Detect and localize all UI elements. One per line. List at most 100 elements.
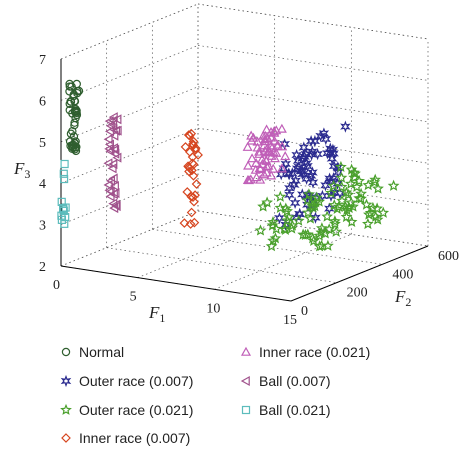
gridline-back-z xyxy=(60,210,199,267)
gridline-back-z xyxy=(60,3,199,60)
data-point xyxy=(371,213,384,225)
data-point xyxy=(103,134,113,145)
data-point xyxy=(284,181,295,195)
data-point xyxy=(312,147,323,161)
data-point xyxy=(254,224,267,236)
data-point xyxy=(276,123,287,133)
data-point xyxy=(109,130,119,141)
gridline-side-z xyxy=(197,86,429,123)
data-point xyxy=(60,159,69,169)
data-point xyxy=(251,172,262,182)
data-points xyxy=(57,79,400,252)
data-point xyxy=(185,219,196,229)
data-point xyxy=(313,229,326,241)
data-point xyxy=(189,217,200,228)
data-point xyxy=(328,159,340,173)
data-point xyxy=(243,160,254,170)
legend-marker xyxy=(60,374,72,388)
data-point xyxy=(272,139,283,149)
tick-labels: 2 3 4 5 6 7 0 5 10 15 0 200 400 600 xyxy=(39,53,459,328)
legend-marker xyxy=(240,346,252,356)
data-point xyxy=(242,174,253,184)
data-point xyxy=(331,202,344,214)
z-tick-label: 2 xyxy=(39,260,46,275)
data-point xyxy=(269,232,282,244)
data-point xyxy=(186,128,197,139)
data-point xyxy=(259,140,270,150)
data-point xyxy=(280,151,291,161)
data-point xyxy=(267,234,279,246)
data-point xyxy=(345,196,357,208)
data-point xyxy=(252,142,263,152)
data-point xyxy=(70,120,79,130)
data-point xyxy=(267,216,279,228)
data-point xyxy=(261,124,272,134)
data-point xyxy=(280,202,292,214)
data-point xyxy=(59,169,68,178)
gridline-top-back xyxy=(60,3,199,60)
data-point xyxy=(269,153,281,163)
data-point xyxy=(367,201,379,214)
data-point xyxy=(257,200,269,212)
data-point xyxy=(189,196,199,207)
data-point xyxy=(111,125,121,136)
data-point xyxy=(301,194,314,206)
data-point xyxy=(339,200,352,212)
gridline-floor-y xyxy=(106,247,337,284)
data-point xyxy=(319,227,332,239)
data-point xyxy=(329,217,341,229)
data-point xyxy=(324,202,335,215)
data-point xyxy=(292,214,305,226)
data-point xyxy=(342,201,355,213)
data-point xyxy=(306,232,319,244)
data-point xyxy=(345,215,358,227)
data-point xyxy=(340,186,353,198)
data-point xyxy=(325,189,337,203)
data-point xyxy=(103,158,113,169)
data-point xyxy=(71,146,81,156)
data-point xyxy=(274,211,285,225)
gridline-side-z xyxy=(197,169,429,205)
data-point xyxy=(274,190,287,202)
data-point xyxy=(340,120,351,133)
data-point xyxy=(256,154,268,164)
data-point xyxy=(111,199,121,210)
data-point xyxy=(71,142,81,152)
legend-label: Outer race (0.007) xyxy=(79,373,193,389)
data-point xyxy=(112,152,122,163)
data-point xyxy=(387,179,400,191)
data-point xyxy=(70,96,79,106)
data-point xyxy=(248,132,259,142)
data-point xyxy=(70,107,80,116)
z-tick-label: 4 xyxy=(39,177,46,192)
data-point xyxy=(261,161,272,171)
gridline-side-z xyxy=(197,3,429,40)
data-point xyxy=(355,192,367,204)
gridline-back-z xyxy=(60,127,199,184)
data-point xyxy=(276,163,287,173)
data-point xyxy=(335,160,347,172)
gridline-back-z xyxy=(60,45,199,101)
gridline-side-z xyxy=(197,127,429,164)
data-point xyxy=(190,190,200,201)
data-point xyxy=(292,154,304,167)
data-point xyxy=(184,130,195,141)
data-point xyxy=(369,210,382,222)
legend-label: Outer race (0.021) xyxy=(79,402,193,418)
legend-label: Normal xyxy=(79,344,124,360)
data-point xyxy=(345,163,358,175)
x-tick-label: 5 xyxy=(130,290,137,305)
data-point xyxy=(268,163,279,173)
data-point xyxy=(108,173,118,184)
data-point xyxy=(307,176,319,189)
y-tick-label: 0 xyxy=(301,304,308,319)
data-point xyxy=(310,191,323,203)
gridline-top-side xyxy=(197,3,429,40)
x-axis-line xyxy=(60,265,292,302)
gridline-back-z xyxy=(60,86,199,143)
x-tick-label: 15 xyxy=(283,313,297,328)
data-point xyxy=(372,182,384,194)
data-point xyxy=(105,175,116,186)
